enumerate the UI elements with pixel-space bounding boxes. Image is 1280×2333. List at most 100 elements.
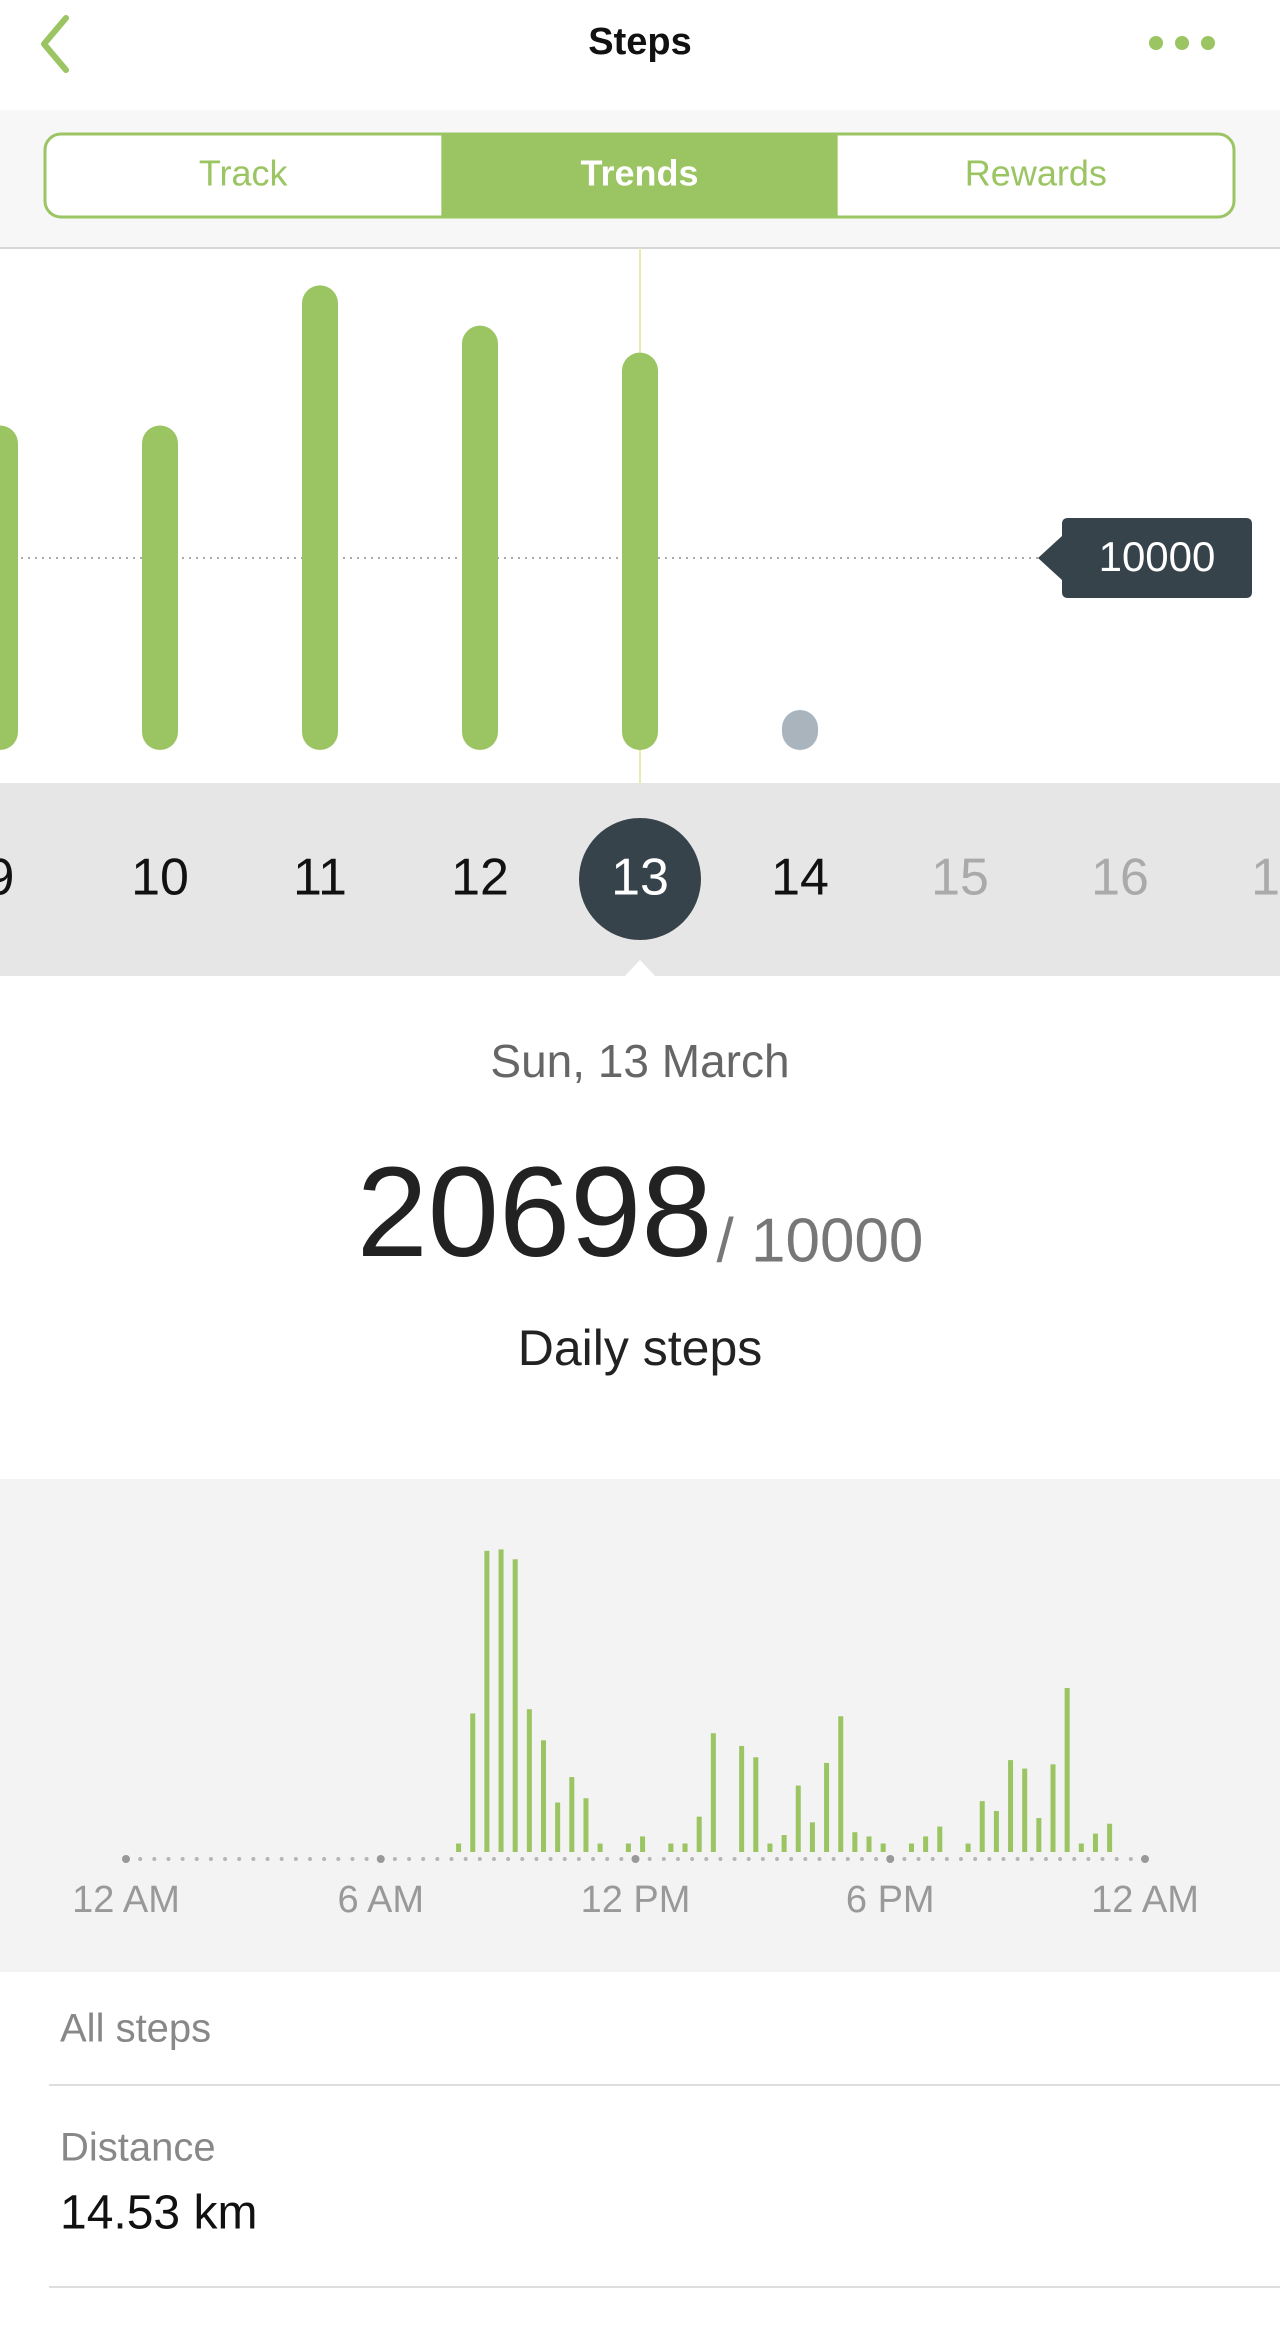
axis-dot <box>208 1857 213 1861</box>
list-label[interactable]: All steps <box>60 2007 211 2051</box>
hourly-bar <box>1036 1818 1042 1852</box>
day-label[interactable]: 13 <box>611 849 669 907</box>
axis-dot <box>364 1857 369 1861</box>
axis-dot <box>534 1857 539 1861</box>
hourly-bar <box>498 1549 504 1852</box>
axis-dot <box>463 1857 468 1861</box>
axis-dot <box>548 1857 553 1861</box>
day-label[interactable]: 9 <box>0 849 14 907</box>
axis-dot <box>293 1857 298 1861</box>
hourly-bar <box>597 1843 603 1852</box>
x-tick-label: 6 AM <box>337 1879 424 1921</box>
axis-dot <box>562 1857 567 1861</box>
hourly-bar <box>739 1745 745 1852</box>
axis-dot <box>675 1857 680 1861</box>
dot[interactable] <box>1201 36 1215 50</box>
axis-dot <box>746 1857 751 1861</box>
axis-dot <box>619 1857 624 1861</box>
x-tick-label: 6 PM <box>846 1879 935 1921</box>
day-label[interactable]: 10 <box>131 849 189 907</box>
x-tick <box>376 1855 385 1863</box>
x-tick <box>886 1855 895 1863</box>
axis-dot <box>944 1857 949 1861</box>
hourly-bar <box>824 1762 830 1852</box>
hourly-bar <box>526 1709 532 1852</box>
axis-dot <box>1128 1857 1133 1861</box>
axis-dot <box>930 1857 935 1861</box>
selector-notch <box>624 960 656 977</box>
hourly-bar <box>541 1740 547 1852</box>
hourly-bar <box>484 1550 490 1852</box>
axis-dot <box>449 1857 454 1861</box>
axis-dot <box>591 1857 596 1861</box>
axis-dot <box>265 1857 270 1861</box>
axis-dot <box>1114 1857 1119 1861</box>
hourly-bar <box>923 1836 929 1852</box>
list-label[interactable]: Distance <box>60 2126 216 2170</box>
hourly-bar <box>753 1757 759 1852</box>
day-bar <box>0 425 18 750</box>
hourly-bar <box>640 1836 646 1852</box>
axis-dot <box>789 1857 794 1861</box>
more-button[interactable] <box>1149 36 1215 50</box>
day-label[interactable]: 14 <box>771 849 829 907</box>
axis-dot <box>435 1857 440 1861</box>
hourly-bar <box>1022 1768 1028 1852</box>
tab[interactable]: Rewards <box>965 153 1107 194</box>
x-tick <box>1141 1855 1149 1863</box>
axis-dot <box>1015 1857 1020 1861</box>
axis-dot <box>775 1857 780 1861</box>
tab[interactable]: Track <box>199 153 289 194</box>
axis-dot <box>152 1857 157 1861</box>
axis-dot <box>350 1857 355 1861</box>
axis-dot <box>1072 1857 1077 1861</box>
axis-dot <box>237 1857 242 1861</box>
axis-dot <box>307 1857 312 1861</box>
daily-steps-label: Daily steps <box>518 1320 763 1376</box>
hourly-bar <box>625 1843 631 1852</box>
daily-goal: / 10000 <box>717 1206 924 1275</box>
tab[interactable]: Trends <box>580 153 698 194</box>
dot[interactable] <box>1149 36 1163 50</box>
hourly-bar <box>809 1822 815 1852</box>
axis-dot <box>718 1857 723 1861</box>
axis-dot <box>407 1857 412 1861</box>
axis-dot <box>194 1857 199 1861</box>
back-button[interactable] <box>41 15 69 73</box>
axis-dot <box>803 1857 808 1861</box>
axis-dot <box>138 1857 143 1861</box>
dot[interactable] <box>1175 36 1189 50</box>
axis-dot <box>251 1857 256 1861</box>
axis-dot <box>1001 1857 1006 1861</box>
hourly-bar <box>993 1810 999 1852</box>
page-title: Steps <box>588 21 691 63</box>
axis-dot <box>845 1857 850 1861</box>
date-label: Sun, 13 March <box>490 1035 789 1087</box>
list-value: 14.53 km <box>60 2187 257 2240</box>
axis-dot <box>859 1857 864 1861</box>
hourly-bar <box>682 1843 688 1852</box>
hourly-bar <box>583 1798 589 1852</box>
x-tick-label: 12 AM <box>72 1879 180 1921</box>
daily-steps-value: 20698 <box>357 1141 713 1284</box>
day-label[interactable]: 16 <box>1091 849 1149 907</box>
hourly-bar <box>456 1843 462 1852</box>
axis-dot <box>491 1857 496 1861</box>
hourly-bar <box>852 1832 858 1852</box>
day-label[interactable]: 15 <box>931 849 989 907</box>
hourly-bar <box>838 1716 844 1852</box>
axis-dot <box>1043 1857 1048 1861</box>
hourly-bar <box>1107 1823 1113 1852</box>
axis-dot <box>421 1857 426 1861</box>
axis-dot <box>223 1857 228 1861</box>
day-label[interactable]: 11 <box>293 849 347 907</box>
day-label[interactable]: 17 <box>1251 849 1280 907</box>
hourly-bar <box>880 1843 886 1852</box>
axis-dot <box>732 1857 737 1861</box>
x-tick <box>631 1855 640 1863</box>
axis-dot <box>1058 1857 1063 1861</box>
day-label[interactable]: 12 <box>451 849 509 907</box>
x-tick <box>122 1855 130 1863</box>
